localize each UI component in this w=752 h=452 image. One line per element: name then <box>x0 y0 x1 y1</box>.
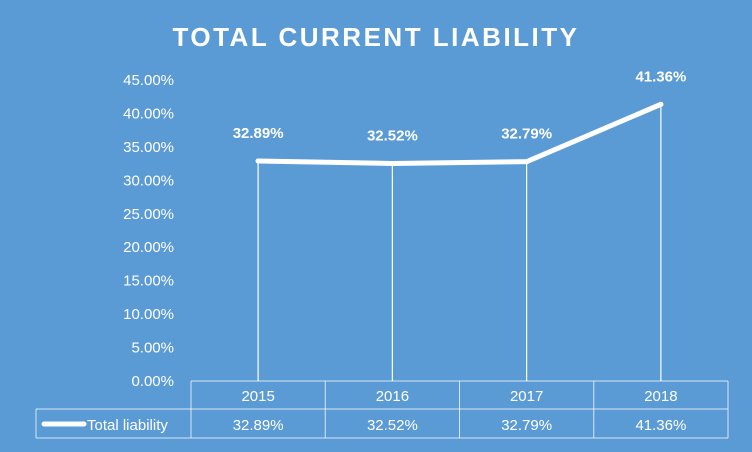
data-label: 41.36% <box>635 68 686 85</box>
y-tick-label: 40.00% <box>123 105 174 122</box>
y-tick-label: 10.00% <box>123 306 174 323</box>
x-category-label: 2015 <box>241 388 274 405</box>
y-tick-label: 20.00% <box>123 239 174 256</box>
data-point <box>658 101 664 107</box>
x-category-label: 2016 <box>376 388 409 405</box>
y-tick-label: 30.00% <box>123 172 174 189</box>
data-label: 32.52% <box>367 127 418 144</box>
data-label: 32.79% <box>501 126 552 143</box>
y-tick-label: 25.00% <box>123 206 174 223</box>
y-tick-label: 5.00% <box>131 340 174 357</box>
table-value-cell: 32.79% <box>501 417 552 434</box>
y-tick-label: 15.00% <box>123 273 174 290</box>
legend-series-name: Total liability <box>87 417 168 434</box>
data-point <box>389 160 395 166</box>
data-label: 32.89% <box>233 125 284 142</box>
table-value-cell: 32.89% <box>233 417 284 434</box>
x-category-label: 2017 <box>510 388 543 405</box>
table-value-cell: 41.36% <box>635 417 686 434</box>
y-tick-label: 0.00% <box>131 373 174 390</box>
series-line <box>255 101 664 166</box>
x-category-label: 2018 <box>644 388 677 405</box>
table-value-cell: 32.52% <box>367 417 418 434</box>
chart-title: TOTAL CURRENT LIABILITY <box>172 22 579 52</box>
y-tick-label: 45.00% <box>123 72 174 89</box>
data-point <box>255 158 261 164</box>
y-tick-label: 35.00% <box>123 139 174 156</box>
data-point <box>524 159 530 165</box>
